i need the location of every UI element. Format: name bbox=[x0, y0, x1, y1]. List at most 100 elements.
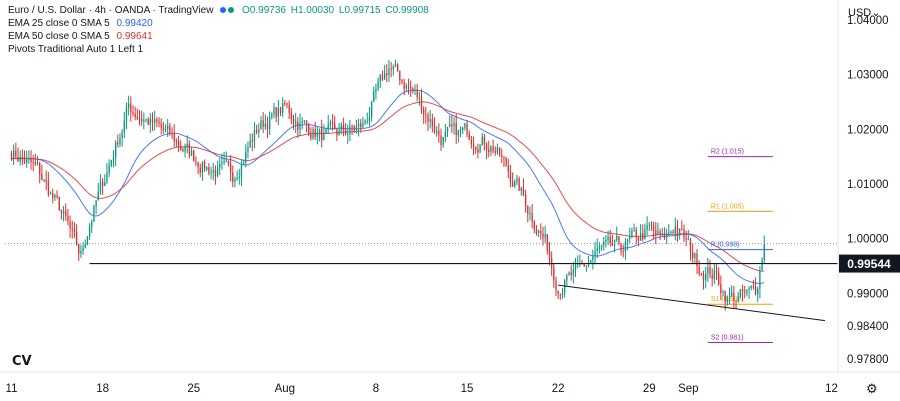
candle-body bbox=[238, 176, 240, 179]
candle-body bbox=[622, 251, 624, 253]
candle-body bbox=[440, 135, 442, 145]
candle-body bbox=[700, 273, 703, 275]
candle bbox=[509, 164, 512, 188]
candle bbox=[546, 234, 548, 255]
candle-body bbox=[145, 119, 147, 121]
candle-body bbox=[596, 247, 598, 251]
candle bbox=[60, 209, 63, 220]
candle bbox=[763, 235, 765, 265]
tradingview-logo-icon[interactable]: СV bbox=[12, 354, 32, 369]
candle bbox=[160, 118, 162, 135]
pivot-label: S2 (0.981) bbox=[711, 334, 744, 341]
candle bbox=[674, 217, 676, 241]
candle-body bbox=[340, 125, 342, 131]
candle-body bbox=[498, 147, 501, 155]
candle-body bbox=[746, 289, 748, 293]
candle-body bbox=[444, 131, 447, 137]
candle bbox=[318, 128, 321, 142]
legend-ema50[interactable]: EMA 50 close 0 SMA 5 0.99641 bbox=[8, 30, 429, 43]
candle bbox=[47, 172, 50, 197]
candle-body bbox=[737, 295, 739, 302]
candle-body bbox=[583, 263, 585, 267]
candle-body bbox=[58, 197, 60, 211]
drawings[interactable]: 0.99544 bbox=[5, 243, 900, 322]
trendline bbox=[558, 284, 826, 322]
candle bbox=[327, 114, 329, 134]
candle bbox=[379, 74, 381, 88]
candle bbox=[635, 226, 637, 245]
candle-body bbox=[375, 88, 377, 92]
candle-body bbox=[80, 251, 82, 254]
candle bbox=[726, 295, 729, 306]
candle-body bbox=[676, 226, 679, 234]
candle bbox=[481, 132, 483, 146]
candle bbox=[271, 112, 273, 120]
candle-body bbox=[390, 68, 392, 70]
candle-body bbox=[160, 123, 162, 128]
candle-body bbox=[414, 89, 416, 91]
candle-body bbox=[553, 267, 555, 281]
candle-body bbox=[26, 159, 28, 163]
candle bbox=[373, 86, 375, 103]
candle bbox=[386, 64, 388, 83]
candle bbox=[488, 140, 490, 158]
currency-selector[interactable]: USD⌄ bbox=[848, 6, 880, 19]
candle-body bbox=[624, 242, 627, 252]
candle bbox=[735, 300, 737, 309]
candle bbox=[180, 140, 182, 151]
candle-body bbox=[284, 103, 286, 105]
legend-ema25[interactable]: EMA 25 close 0 SMA 5 0.99420 bbox=[8, 17, 429, 30]
candle bbox=[722, 289, 724, 297]
candle-body bbox=[757, 288, 759, 294]
candle bbox=[570, 264, 572, 281]
symbol-row[interactable]: Euro / U.S. Dollar · 4h · OANDA · Tradin… bbox=[8, 4, 429, 17]
candle bbox=[531, 203, 533, 229]
candle-body bbox=[646, 225, 648, 230]
candle bbox=[492, 139, 494, 154]
candle-body bbox=[418, 97, 421, 99]
candle bbox=[659, 228, 661, 240]
gear-icon[interactable]: ⚙ bbox=[866, 381, 878, 396]
candle-body bbox=[13, 150, 15, 159]
legend-pivots[interactable]: Pivots Traditional Auto 1 Left 1 bbox=[8, 43, 429, 56]
candle bbox=[433, 117, 436, 135]
candle-body bbox=[253, 130, 256, 142]
candle bbox=[143, 112, 145, 130]
candle bbox=[414, 84, 416, 95]
candle-body bbox=[93, 205, 95, 222]
candle bbox=[652, 221, 655, 240]
candle-body bbox=[518, 178, 520, 191]
candle bbox=[603, 237, 605, 251]
candle-body bbox=[496, 147, 499, 153]
candle bbox=[240, 159, 243, 187]
x-tick-label: 15 bbox=[461, 383, 474, 395]
candle-body bbox=[39, 162, 41, 175]
symbol-title[interactable]: Euro / U.S. Dollar · 4h · OANDA · Tradin… bbox=[8, 5, 214, 16]
candle bbox=[145, 118, 147, 123]
candle bbox=[249, 133, 251, 148]
candle bbox=[177, 135, 180, 153]
candle bbox=[672, 229, 674, 234]
candle-body bbox=[121, 131, 123, 138]
candle bbox=[10, 150, 13, 162]
candle-body bbox=[514, 181, 516, 187]
candle-body bbox=[507, 165, 509, 172]
candle bbox=[429, 110, 431, 129]
candle bbox=[700, 272, 703, 276]
candle bbox=[134, 106, 136, 121]
x-tick-label: 22 bbox=[552, 383, 565, 395]
candle bbox=[431, 113, 434, 133]
candle bbox=[681, 220, 683, 231]
candle-body bbox=[249, 140, 251, 148]
candle-body bbox=[477, 149, 479, 153]
candle-body bbox=[392, 67, 394, 70]
candle-body bbox=[668, 232, 670, 234]
candle bbox=[221, 153, 223, 170]
candle bbox=[559, 293, 562, 300]
candle-body bbox=[32, 161, 34, 163]
candle bbox=[590, 259, 592, 264]
candle bbox=[329, 119, 332, 130]
